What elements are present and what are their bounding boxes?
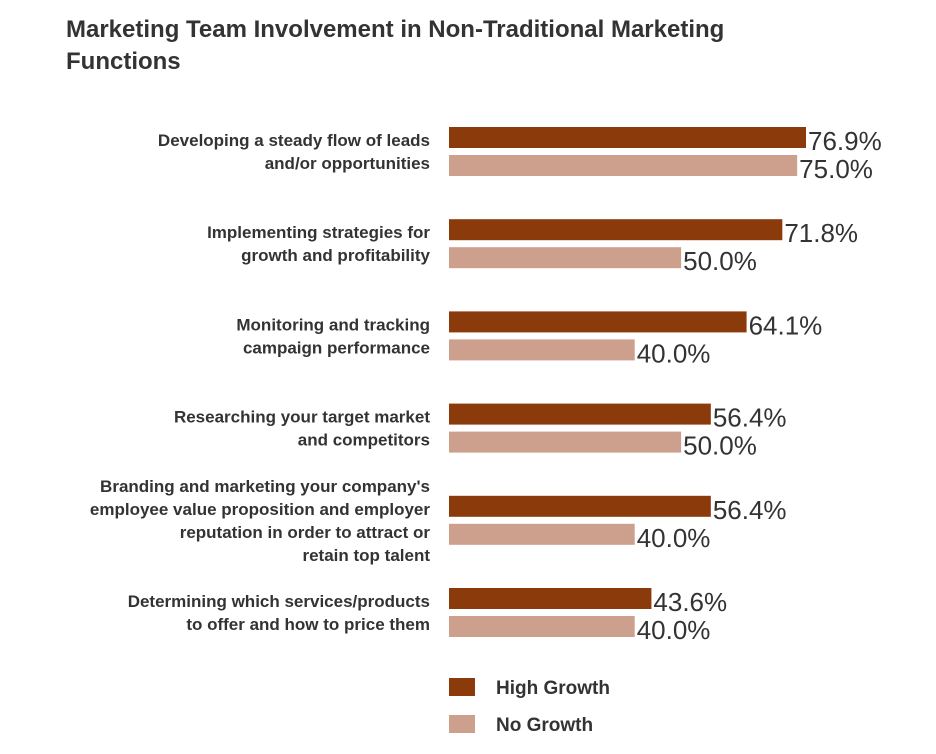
- value-label: 64.1%: [749, 310, 823, 340]
- category-label-line: Researching your target market: [174, 408, 430, 427]
- value-label: 50.0%: [683, 246, 757, 276]
- category-label-line: and competitors: [298, 431, 430, 450]
- bar-no-growth: [449, 616, 635, 637]
- bar-high-growth: [449, 588, 652, 609]
- category-label-line: Monitoring and tracking: [236, 315, 430, 334]
- category-label-line: Branding and marketing your company's: [100, 477, 430, 496]
- value-label: 40.0%: [637, 615, 711, 645]
- category-label-line: campaign performance: [243, 338, 430, 357]
- category-label: Researching your target market and compet…: [174, 408, 430, 450]
- value-label: 43.6%: [653, 587, 727, 617]
- category-label: Developing a steady flow of leads and/or …: [158, 131, 430, 173]
- bar-no-growth: [449, 155, 798, 176]
- bar-high-growth: [449, 311, 747, 333]
- bar-high-growth: [449, 403, 711, 425]
- chart-title: Marketing Team Involvement in Non-Tradit…: [66, 16, 725, 75]
- legend-label: High Growth: [496, 678, 610, 699]
- legend-label: No Growth: [496, 715, 593, 736]
- bar-high-growth: [449, 495, 711, 517]
- category-label-line: growth and profitability: [241, 246, 430, 265]
- category-label-line: Developing a steady flow of leads: [158, 131, 430, 150]
- category-label: Monitoring and tracking campaign performa…: [236, 315, 430, 357]
- category-label-line: to offer and how to price them: [186, 615, 430, 634]
- category-label-line: Determining which services/products: [128, 592, 430, 611]
- legend-swatch: [449, 678, 475, 696]
- bar-no-growth: [449, 523, 635, 545]
- value-label: 71.8%: [784, 218, 858, 248]
- value-label: 40.0%: [637, 338, 711, 368]
- value-label: 56.4%: [713, 495, 787, 525]
- value-label: 50.0%: [683, 431, 757, 461]
- value-label: 75.0%: [799, 154, 873, 184]
- category-label-line: employee value proposition and employer: [90, 500, 430, 519]
- bar-no-growth: [449, 339, 635, 361]
- bar-high-growth: [449, 127, 806, 148]
- value-label: 40.0%: [637, 523, 711, 553]
- bar-no-growth: [449, 431, 682, 453]
- category-label-line: reputation in order to attract or: [180, 523, 431, 542]
- bar-no-growth: [449, 247, 682, 269]
- category-label: Implementing strategies for growth and pr…: [207, 223, 430, 265]
- category-label-line: and/or opportunities: [265, 154, 430, 173]
- value-label: 76.9%: [808, 126, 882, 156]
- category-label-line: Implementing strategies for: [207, 223, 430, 242]
- category-label: Determining which services/products to of…: [128, 592, 430, 634]
- bar-high-growth: [449, 219, 783, 241]
- category-label-line: retain top talent: [302, 546, 430, 565]
- category-label: Branding and marketing your company's emp…: [90, 477, 430, 565]
- legend-swatch: [449, 715, 475, 733]
- value-label: 56.4%: [713, 403, 787, 433]
